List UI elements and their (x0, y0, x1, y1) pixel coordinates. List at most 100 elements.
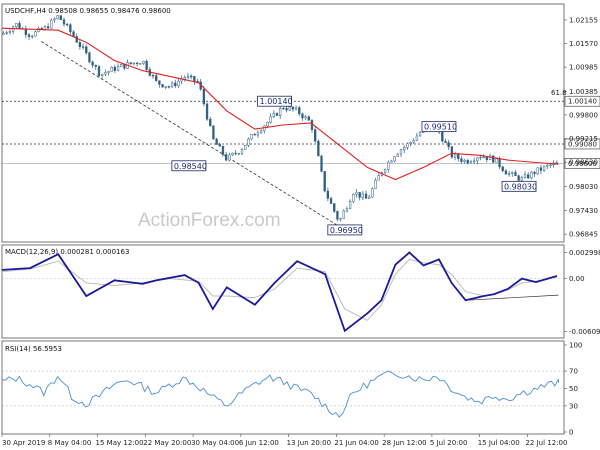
candle-body (46, 26, 50, 29)
candle-body (212, 125, 215, 140)
level-tag-label: 1.00140 (568, 98, 597, 106)
level-tag-label: 0.98600 (568, 160, 597, 168)
price-annotation-label: 0.96950 (330, 226, 363, 235)
candle-body (275, 112, 279, 116)
candle-body (190, 75, 193, 78)
candle-body (355, 192, 358, 195)
x-tick-label: 30 Apr 2019 (2, 439, 45, 447)
candle-body (495, 158, 498, 163)
x-tick-label: 22 Jul 12:00 (525, 439, 567, 447)
rsi-panel (1, 340, 565, 435)
candle-body (224, 154, 228, 161)
rsi-tick-label: 0 (569, 429, 573, 437)
candle-body (542, 165, 546, 171)
candle-body (371, 188, 374, 198)
candle-body (123, 64, 126, 69)
candle-body (507, 173, 511, 175)
candle-body (129, 62, 132, 65)
candle-body (374, 179, 377, 189)
candle-body (161, 84, 164, 88)
candle-body (492, 155, 495, 163)
price-panel (1, 3, 565, 243)
candle-body (520, 177, 523, 181)
candle-body (536, 167, 539, 175)
candle-body (174, 82, 177, 87)
candle-body (5, 32, 8, 34)
candle-body (120, 64, 123, 67)
candle-body (345, 208, 349, 212)
candle-body (517, 175, 520, 181)
candle-body (504, 170, 508, 175)
candle-body (75, 36, 78, 43)
candle-body (472, 160, 476, 162)
candle-body (94, 65, 97, 67)
price-annotation-label: 0.98540 (174, 162, 207, 171)
candle-body (523, 174, 527, 179)
candle-body (139, 63, 142, 65)
candle-body (253, 134, 256, 136)
candle-body (546, 164, 549, 167)
level-tag (564, 95, 600, 107)
level-tag (564, 158, 600, 169)
candle-body (403, 146, 406, 151)
candle-body (409, 142, 412, 144)
candle-body (263, 125, 266, 132)
candle-body (329, 198, 333, 204)
candle-body (383, 169, 387, 173)
candle-body (113, 66, 117, 71)
candle-body (266, 122, 269, 127)
candle-body (447, 142, 450, 148)
candle-body (145, 60, 148, 70)
candle-body (527, 174, 530, 179)
price-tick-label: 1.00985 (569, 64, 598, 72)
candle-body (288, 106, 291, 111)
candle-body (247, 138, 250, 146)
candle-body (215, 138, 218, 145)
candle-body (453, 153, 457, 158)
candle-body (104, 72, 107, 75)
candle-body (167, 86, 171, 88)
macd-header: MACD(12,26,9) 0.000281 0.000163 (5, 248, 129, 256)
candle-body (498, 158, 501, 168)
candle-body (209, 118, 212, 127)
candle-body (59, 15, 62, 21)
candle-body (294, 107, 298, 110)
price-annotation-box (421, 121, 457, 133)
price-annotation-box (327, 224, 363, 236)
candle-body (158, 80, 161, 85)
candle-body (221, 146, 225, 155)
candle-body (164, 86, 167, 88)
candle-body (466, 160, 469, 164)
candle-body (307, 116, 310, 121)
candle-body (62, 19, 66, 25)
price-annotation-label: 1.00140 (260, 97, 293, 106)
rsi-tick-label: 30 (569, 402, 578, 410)
candle-body (256, 132, 260, 136)
candle-body (205, 103, 209, 120)
candle-body (476, 157, 479, 162)
x-tick-label: 22 May 20:00 (143, 439, 191, 447)
price-header: USDCHF,H4 0.98508 0.98655 0.98476 0.9860… (5, 7, 171, 15)
candle-body (110, 66, 113, 72)
candle-body (78, 42, 82, 47)
candle-body (441, 131, 444, 142)
price-tick-label: 0.99800 (569, 111, 598, 119)
moving-average-line (1, 27, 559, 181)
candle-body (135, 62, 139, 65)
candle-body (399, 149, 403, 155)
candle-body (228, 154, 231, 161)
candle-body (549, 164, 552, 166)
candle-body (27, 34, 31, 37)
macd-tick-label: 0.00 (569, 275, 585, 283)
candle-body (91, 61, 94, 66)
candle-body (390, 160, 393, 163)
candle-body (269, 116, 272, 123)
candle-body (488, 155, 492, 160)
candle-body (377, 175, 380, 181)
x-tick-label: 6 Jun 12:00 (239, 439, 279, 447)
candle-body (279, 107, 282, 116)
candle-body (72, 31, 75, 37)
candle-body (352, 194, 355, 202)
candle-body (450, 146, 454, 158)
